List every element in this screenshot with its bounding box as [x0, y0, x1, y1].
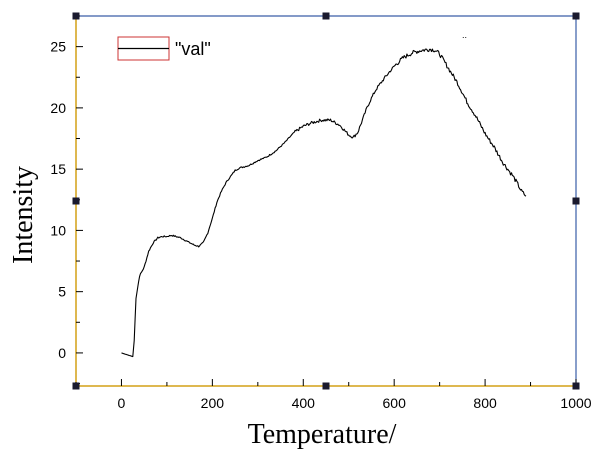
legend: "val"	[117, 36, 211, 61]
x-tick-label: 200	[201, 395, 225, 411]
y-axis-ticks: 0 5 10 15 20 25	[50, 15, 83, 385]
resize-handle[interactable]	[572, 197, 580, 205]
x-tick-label: 600	[383, 395, 407, 411]
y-tick-label: 0	[58, 345, 66, 361]
selection-handles	[72, 12, 580, 390]
x-axis-ticks: 0 200 400 600 800 1000	[75, 379, 592, 411]
y-axis-title: Intensity	[8, 166, 39, 264]
x-tick-label: 400	[292, 395, 316, 411]
y-tick-label: 5	[58, 284, 66, 300]
y-tick-label: 25	[50, 39, 66, 55]
x-tick-label: 0	[118, 395, 126, 411]
x-tick-label: 800	[473, 395, 497, 411]
series-line-val	[121, 48, 527, 358]
x-axis-title: Temperature/	[248, 419, 397, 450]
resize-handle[interactable]	[322, 12, 330, 20]
y-tick-label: 20	[50, 100, 66, 116]
resize-handle[interactable]	[572, 12, 580, 20]
resize-handle[interactable]	[572, 382, 580, 390]
y-tick-label: 15	[50, 161, 66, 177]
resize-handle[interactable]	[72, 382, 80, 390]
resize-handle[interactable]	[322, 382, 330, 390]
stray-mark: ..	[462, 30, 467, 40]
resize-handle[interactable]	[72, 197, 80, 205]
legend-label: "val"	[175, 39, 211, 59]
resize-handle[interactable]	[72, 12, 80, 20]
x-tick-label: 1000	[560, 395, 591, 411]
y-tick-label: 10	[50, 222, 66, 238]
